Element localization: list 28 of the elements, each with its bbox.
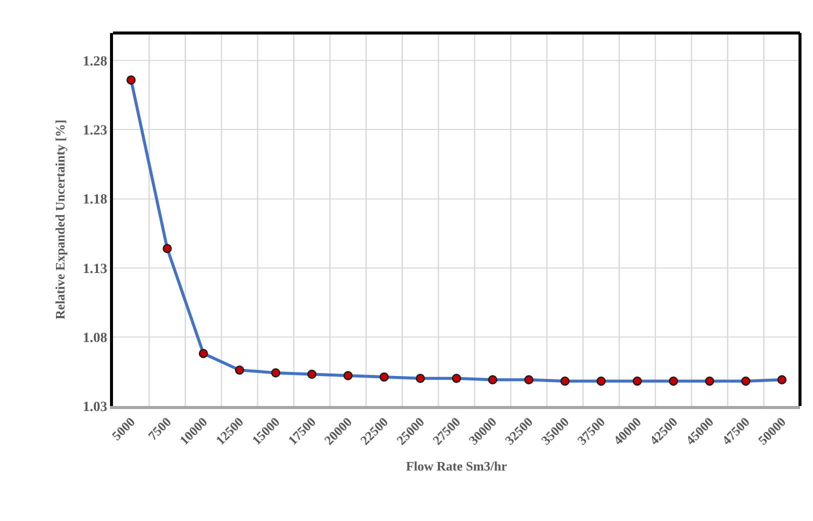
y-tick-label: 1.08 (82, 330, 108, 346)
point (452, 374, 462, 383)
point (162, 244, 172, 254)
point (560, 376, 570, 386)
point (234, 365, 244, 375)
y-tick-label: 1.03 (82, 400, 108, 415)
y-tick-label: 1.23 (82, 124, 108, 139)
point (307, 370, 316, 379)
point (416, 374, 425, 383)
point (632, 376, 642, 386)
point (668, 376, 678, 386)
point (596, 376, 606, 386)
point (705, 376, 714, 386)
y-axis-title: Relative Expanded Uncertainty [%] (52, 120, 68, 320)
y-tick-label: 1.28 (82, 54, 108, 70)
point (271, 368, 280, 378)
y-tick-label: 1.18 (82, 192, 108, 208)
point (380, 372, 389, 382)
point (524, 375, 534, 384)
point (777, 375, 787, 384)
y-tick-label: 1.13 (82, 262, 108, 277)
point (488, 375, 498, 384)
point (741, 376, 750, 386)
point (198, 348, 208, 358)
x-axis-title: Flow Rate Sm3/hr (406, 458, 508, 474)
point (126, 75, 136, 85)
x-tick-label: 7500 (144, 414, 174, 444)
point (343, 371, 353, 380)
